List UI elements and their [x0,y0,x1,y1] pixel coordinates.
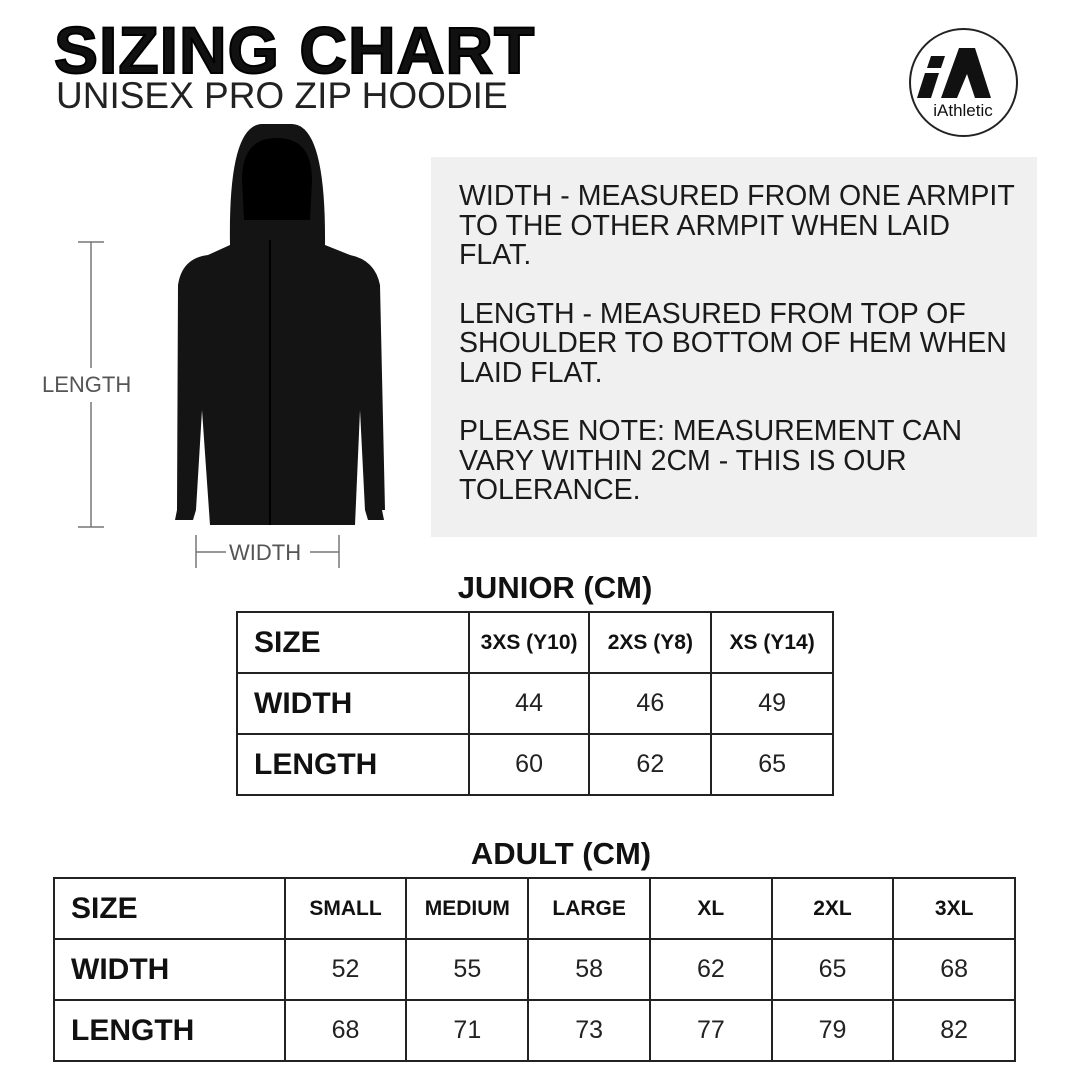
ia-logo-icon: iAthletic [917,48,993,120]
width-cell: 46 [588,672,713,735]
product-subtitle: UNISEX PRO ZIP HOODIE [56,75,508,116]
width-cell: 68 [892,938,1016,1001]
brand-logo: iAthletic [909,28,1018,137]
table-row: WIDTH 44 46 49 [236,672,834,735]
length-cell: 82 [892,999,1016,1062]
table-row: SIZE 3XS (Y10) 2XS (Y8) XS (Y14) [236,611,834,674]
row-header: SIZE [236,611,470,674]
adult-size-table: SIZE SMALL MEDIUM LARGE XL 2XL 3XL WIDTH… [53,877,1016,1062]
size-header: XS (Y14) [710,611,834,674]
size-header: 3XS (Y10) [467,611,591,674]
width-note: WIDTH - MEASURED FROM ONE ARMPIT TO THE … [459,180,1015,271]
length-cell: 60 [467,733,591,796]
row-header: LENGTH [53,999,286,1062]
length-cell: 65 [710,733,834,796]
length-cell: 68 [283,999,408,1062]
width-cell: 49 [710,672,834,735]
table-row: SIZE SMALL MEDIUM LARGE XL 2XL 3XL [53,877,1016,940]
length-dimension-line [78,241,104,528]
junior-table-title: JUNIOR (CM) [457,570,653,605]
row-header: WIDTH [53,938,286,1001]
width-dimension-line [195,535,340,568]
hoodie-diagram [78,124,385,568]
row-header: LENGTH [236,733,470,796]
size-header: 2XL [770,877,895,940]
length-note: LENGTH - MEASURED FROM TOP OF SHOULDER T… [459,297,1007,389]
svg-text:iAthletic: iAthletic [933,101,993,120]
table-row: LENGTH 68 71 73 77 79 82 [53,999,1016,1062]
width-cell: 58 [527,938,652,1001]
length-cell: 77 [649,999,773,1062]
tolerance-note: PLEASE NOTE: MEASUREMENT CAN VARY WITHIN… [459,415,963,506]
length-cell: 79 [770,999,895,1062]
width-cell: 55 [405,938,530,1001]
length-label: LENGTH [42,372,132,397]
size-header: LARGE [527,877,652,940]
width-cell: 62 [649,938,773,1001]
width-cell: 44 [467,672,591,735]
width-label: WIDTH [229,540,302,565]
junior-size-table: SIZE 3XS (Y10) 2XS (Y8) XS (Y14) WIDTH 4… [236,611,834,796]
size-header: XL [649,877,773,940]
size-header: 3XL [892,877,1016,940]
size-header: 2XS (Y8) [588,611,713,674]
row-header: SIZE [53,877,286,940]
adult-table-title: ADULT (CM) [470,836,652,871]
length-cell: 73 [527,999,652,1062]
measurement-info-box: WIDTH - MEASURED FROM ONE ARMPIT TO THE … [431,157,1037,537]
width-cell: 65 [770,938,895,1001]
size-header: MEDIUM [405,877,530,940]
length-cell: 62 [588,733,713,796]
page-title: SIZING CHART [53,13,536,87]
hoodie-image [175,124,385,525]
size-header: SMALL [283,877,408,940]
table-row: WIDTH 52 55 58 62 65 68 [53,938,1016,1001]
table-row: LENGTH 60 62 65 [236,733,834,796]
row-header: WIDTH [236,672,470,735]
length-cell: 71 [405,999,530,1062]
width-cell: 52 [283,938,408,1001]
